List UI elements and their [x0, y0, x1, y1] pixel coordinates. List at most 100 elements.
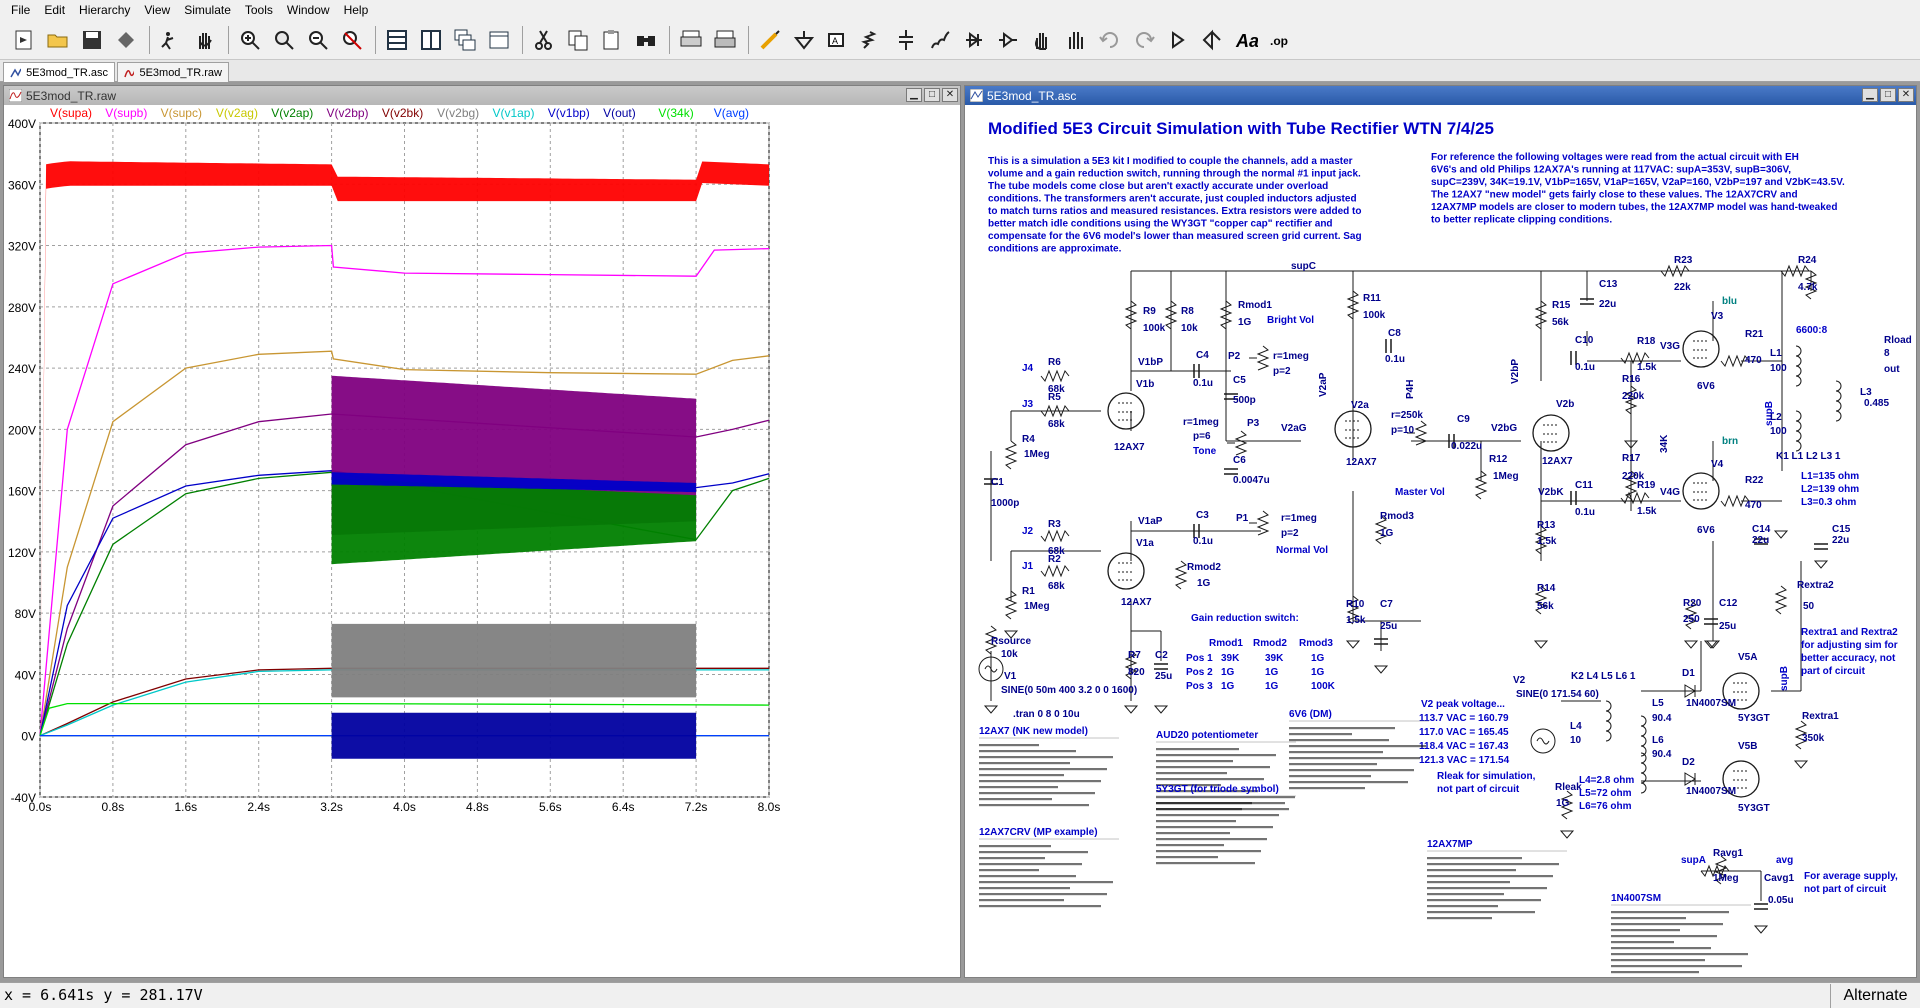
component-label[interactable]: R24: [1798, 255, 1817, 266]
minimize-button[interactable]: ▁: [1862, 88, 1878, 102]
component-label[interactable]: C15: [1832, 524, 1851, 535]
component-label[interactable]: R3: [1048, 519, 1061, 530]
cut-button[interactable]: [528, 25, 560, 55]
menu-view[interactable]: View: [144, 3, 171, 17]
component-label[interactable]: Rmod3: [1380, 511, 1414, 522]
trace-legend[interactable]: V(v2ag): [216, 106, 258, 120]
trace-legend[interactable]: V(v1ap): [492, 106, 534, 120]
component-label[interactable]: R8: [1181, 306, 1194, 317]
print-setup-button[interactable]: [675, 25, 707, 55]
component-label[interactable]: L3: [1860, 387, 1872, 398]
component-label[interactable]: 1Meg: [1024, 449, 1050, 460]
component-label[interactable]: 10k: [1001, 649, 1018, 660]
component-label[interactable]: 1G: [1238, 317, 1252, 328]
label-net-button[interactable]: A: [822, 25, 854, 55]
paste-button[interactable]: [596, 25, 628, 55]
cascade-button[interactable]: [449, 25, 481, 55]
component-label[interactable]: 470: [1745, 355, 1762, 366]
component-label[interactable]: p=2: [1281, 528, 1299, 539]
trace-legend[interactable]: V(supa): [50, 106, 92, 120]
component-label[interactable]: C10: [1575, 335, 1594, 346]
tile-vertical-button[interactable]: [415, 25, 447, 55]
schematic-window-titlebar[interactable]: 5E3mod_TR.asc ▁ □ ✕: [965, 86, 1916, 105]
component-label[interactable]: V1: [1004, 671, 1017, 682]
component-label[interactable]: C5: [1233, 375, 1246, 386]
component-label[interactable]: 50: [1803, 601, 1815, 612]
component-label[interactable]: V2bK: [1538, 487, 1564, 498]
component-label[interactable]: 820: [1128, 667, 1145, 678]
component-label[interactable]: R21: [1745, 329, 1764, 340]
model-heading[interactable]: 12AX7CRV (MP example): [979, 827, 1098, 838]
component-label[interactable]: 1N4007SM: [1686, 698, 1736, 709]
component-label[interactable]: J1: [1022, 561, 1034, 572]
open-folder-button[interactable]: [42, 25, 74, 55]
trace-legend[interactable]: V(out): [603, 106, 636, 120]
component-label[interactable]: 56k: [1537, 601, 1554, 612]
tab-schematic[interactable]: 5E3mod_TR.asc: [3, 62, 115, 82]
component-label[interactable]: R13: [1537, 520, 1556, 531]
component-label[interactable]: 68k: [1048, 546, 1065, 557]
control-panel-button[interactable]: [110, 25, 142, 55]
component-label[interactable]: D2: [1682, 757, 1695, 768]
component-label[interactable]: 1.5k: [1537, 536, 1557, 547]
spice-directive[interactable]: .tran 0 8 0 10u: [1013, 709, 1080, 720]
save-button[interactable]: [76, 25, 108, 55]
component-label[interactable]: 1N4007SM: [1686, 786, 1736, 797]
component-label[interactable]: Cavg1: [1764, 873, 1794, 884]
component-label[interactable]: R18: [1637, 336, 1656, 347]
component-label[interactable]: 68k: [1048, 581, 1065, 592]
zoom-cancel-button[interactable]: [336, 25, 368, 55]
component-label[interactable]: 1Meg: [1024, 601, 1050, 612]
spice-directive-button[interactable]: .op: [1264, 25, 1296, 55]
component-label[interactable]: 25u: [1155, 671, 1172, 682]
component-label[interactable]: V4: [1711, 459, 1724, 470]
component-label[interactable]: V2bG: [1491, 423, 1517, 434]
trace-legend[interactable]: V(34k): [658, 106, 693, 120]
component-label[interactable]: r=1meg: [1281, 513, 1317, 524]
component-label[interactable]: L6: [1652, 735, 1664, 746]
maximize-button[interactable]: □: [1880, 88, 1896, 102]
component-label[interactable]: 100: [1770, 363, 1787, 374]
mirror-button[interactable]: [1196, 25, 1228, 55]
ground-button[interactable]: [788, 25, 820, 55]
component-label[interactable]: V3: [1711, 311, 1724, 322]
component-label[interactable]: 22u: [1599, 299, 1616, 310]
component-label[interactable]: 90.4: [1652, 749, 1672, 760]
component-label[interactable]: p=6: [1193, 431, 1211, 442]
component-label[interactable]: J3: [1022, 399, 1034, 410]
component-label[interactable]: J4: [1022, 363, 1034, 374]
component-label[interactable]: 0.1u: [1193, 378, 1213, 389]
component-label[interactable]: 25u: [1719, 621, 1736, 632]
component-label[interactable]: 1G: [1556, 798, 1570, 809]
component-label[interactable]: R19: [1637, 480, 1656, 491]
model-heading[interactable]: AUD20 potentiometer: [1156, 730, 1258, 741]
model-heading[interactable]: 12AX7MP: [1427, 839, 1473, 850]
component-label[interactable]: 5Y3GT: [1738, 713, 1770, 724]
component-label[interactable]: 90.4: [1652, 713, 1672, 724]
component-label[interactable]: supC: [1291, 261, 1316, 272]
component-label[interactable]: V1b: [1136, 379, 1154, 390]
component-label[interactable]: 10: [1570, 735, 1582, 746]
component-label[interactable]: 1G: [1380, 528, 1394, 539]
tab-waveform[interactable]: 5E3mod_TR.raw: [117, 62, 229, 82]
component-label[interactable]: P1: [1236, 513, 1249, 524]
component-label[interactable]: 22u: [1752, 535, 1769, 546]
maximize-button[interactable]: □: [924, 88, 940, 102]
component-label[interactable]: 12AX7: [1542, 456, 1573, 467]
component-label[interactable]: Bright Vol: [1267, 315, 1314, 326]
component-label[interactable]: brn: [1722, 436, 1738, 447]
minimize-button[interactable]: ▁: [906, 88, 922, 102]
component-button[interactable]: [992, 25, 1024, 55]
halt-button[interactable]: [189, 25, 221, 55]
close-all-button[interactable]: [483, 25, 515, 55]
capacitor-button[interactable]: [890, 25, 922, 55]
component-label[interactable]: 1000p: [991, 498, 1019, 509]
rotate-button[interactable]: [1162, 25, 1194, 55]
component-label[interactable]: r=1meg: [1273, 351, 1309, 362]
component-label[interactable]: Rload: [1884, 335, 1912, 346]
component-label[interactable]: 12AX7: [1114, 442, 1145, 453]
component-label[interactable]: Rsource: [991, 636, 1031, 647]
menu-edit[interactable]: Edit: [44, 3, 66, 17]
component-label[interactable]: 0.485: [1864, 398, 1889, 409]
component-label[interactable]: 1.5k: [1346, 615, 1366, 626]
